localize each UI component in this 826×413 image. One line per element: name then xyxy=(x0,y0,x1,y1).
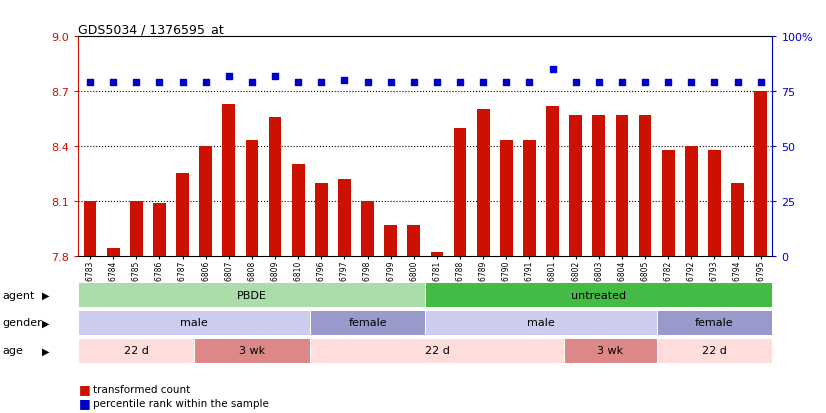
Bar xyxy=(292,165,305,256)
Point xyxy=(153,80,166,86)
Bar xyxy=(338,179,351,256)
Text: 3 wk: 3 wk xyxy=(239,346,265,356)
Bar xyxy=(708,150,721,256)
Point xyxy=(685,80,698,86)
Point xyxy=(592,80,605,86)
Point xyxy=(107,80,120,86)
Text: 22 d: 22 d xyxy=(124,346,149,356)
Point xyxy=(130,80,143,86)
Bar xyxy=(430,252,444,256)
Point xyxy=(731,80,744,86)
Point xyxy=(430,80,444,86)
Point xyxy=(453,80,467,86)
Text: female: female xyxy=(349,318,387,328)
Text: transformed count: transformed count xyxy=(93,384,191,394)
Point xyxy=(199,80,212,86)
Point xyxy=(477,80,490,86)
Bar xyxy=(453,128,467,256)
Bar xyxy=(199,147,212,256)
Point xyxy=(222,73,235,80)
Point xyxy=(245,80,259,86)
Text: ▶: ▶ xyxy=(42,318,50,328)
Bar xyxy=(245,141,259,256)
Bar xyxy=(731,183,744,256)
Point xyxy=(546,67,559,74)
Text: ■: ■ xyxy=(78,396,90,409)
Bar xyxy=(615,116,629,256)
Point xyxy=(615,80,629,86)
Point xyxy=(569,80,582,86)
Bar xyxy=(176,174,189,256)
Bar xyxy=(546,107,559,256)
Text: 22 d: 22 d xyxy=(702,346,727,356)
Point xyxy=(268,73,282,80)
Point xyxy=(754,80,767,86)
Text: age: age xyxy=(2,346,23,356)
Point xyxy=(500,80,513,86)
Bar xyxy=(361,201,374,256)
Text: PBDE: PBDE xyxy=(237,290,267,300)
Bar xyxy=(685,147,698,256)
Bar xyxy=(500,141,513,256)
Point xyxy=(361,80,374,86)
Bar xyxy=(384,225,397,256)
Bar xyxy=(268,117,282,256)
Text: agent: agent xyxy=(2,290,35,300)
Text: ■: ■ xyxy=(78,382,90,396)
Point xyxy=(83,80,97,86)
Bar xyxy=(592,116,605,256)
Bar xyxy=(83,201,97,256)
Point xyxy=(176,80,189,86)
Bar xyxy=(754,92,767,256)
Point xyxy=(384,80,397,86)
Bar xyxy=(523,141,536,256)
Text: ▶: ▶ xyxy=(42,346,50,356)
Bar xyxy=(222,104,235,256)
Text: gender: gender xyxy=(2,318,42,328)
Text: 22 d: 22 d xyxy=(425,346,449,356)
Point xyxy=(638,80,652,86)
Text: GDS5034 / 1376595_at: GDS5034 / 1376595_at xyxy=(78,23,224,36)
Text: male: male xyxy=(180,318,208,328)
Text: 3 wk: 3 wk xyxy=(597,346,624,356)
Point xyxy=(708,80,721,86)
Point xyxy=(523,80,536,86)
Bar xyxy=(153,203,166,256)
Text: untreated: untreated xyxy=(572,290,626,300)
Point xyxy=(292,80,305,86)
Point xyxy=(338,78,351,84)
Bar xyxy=(130,201,143,256)
Text: female: female xyxy=(695,318,733,328)
Bar xyxy=(638,116,652,256)
Bar xyxy=(477,110,490,256)
Bar xyxy=(662,150,675,256)
Point xyxy=(315,80,328,86)
Text: male: male xyxy=(527,318,555,328)
Point xyxy=(407,80,420,86)
Text: percentile rank within the sample: percentile rank within the sample xyxy=(93,398,269,408)
Bar xyxy=(315,183,328,256)
Text: ▶: ▶ xyxy=(42,290,50,300)
Bar xyxy=(107,249,120,256)
Point xyxy=(662,80,675,86)
Bar xyxy=(407,225,420,256)
Bar xyxy=(569,116,582,256)
